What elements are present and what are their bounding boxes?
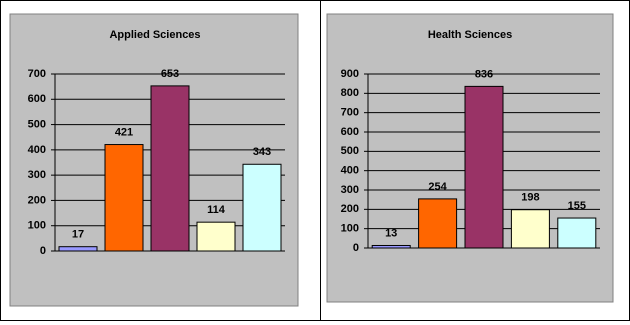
bar [196, 221, 236, 252]
y-tick-label: 300 [341, 184, 359, 196]
chart-title: Health Sciences [428, 29, 512, 41]
y-tick-label: 400 [341, 165, 359, 177]
data-label: 343 [253, 146, 271, 158]
bar [150, 85, 190, 252]
bar [104, 144, 144, 252]
y-tick-label: 800 [341, 87, 359, 99]
bar [510, 209, 550, 249]
y-tick-label: 200 [28, 194, 46, 206]
y-tick-label: 0 [40, 245, 46, 257]
data-label: 114 [207, 204, 226, 216]
y-tick-label: 600 [341, 126, 359, 138]
y-tick-label: 600 [28, 93, 46, 105]
y-tick-label: 700 [341, 107, 359, 119]
bar [58, 246, 98, 252]
data-label: 836 [475, 68, 493, 80]
y-tick-label: 900 [341, 68, 359, 80]
bar [464, 85, 504, 249]
y-tick-label: 400 [28, 144, 46, 156]
y-tick-label: 500 [28, 118, 46, 130]
data-label: 13 [385, 227, 397, 239]
bar [557, 217, 597, 249]
y-tick-label: 200 [341, 203, 359, 215]
y-tick-label: 500 [341, 145, 359, 157]
bar [242, 163, 282, 252]
data-label: 653 [161, 68, 179, 80]
y-tick-label: 300 [28, 169, 46, 181]
chart-title: Applied Sciences [109, 29, 200, 41]
data-label: 17 [72, 229, 84, 241]
y-tick-label: 0 [353, 242, 359, 254]
y-tick-label: 700 [28, 68, 46, 80]
data-label: 254 [428, 181, 447, 193]
data-label: 421 [115, 126, 133, 138]
y-tick-label: 100 [28, 220, 46, 232]
data-label: 198 [521, 192, 539, 204]
bar [371, 244, 411, 249]
bar [418, 198, 458, 249]
y-tick-label: 100 [341, 223, 359, 235]
data-label: 155 [568, 200, 586, 212]
